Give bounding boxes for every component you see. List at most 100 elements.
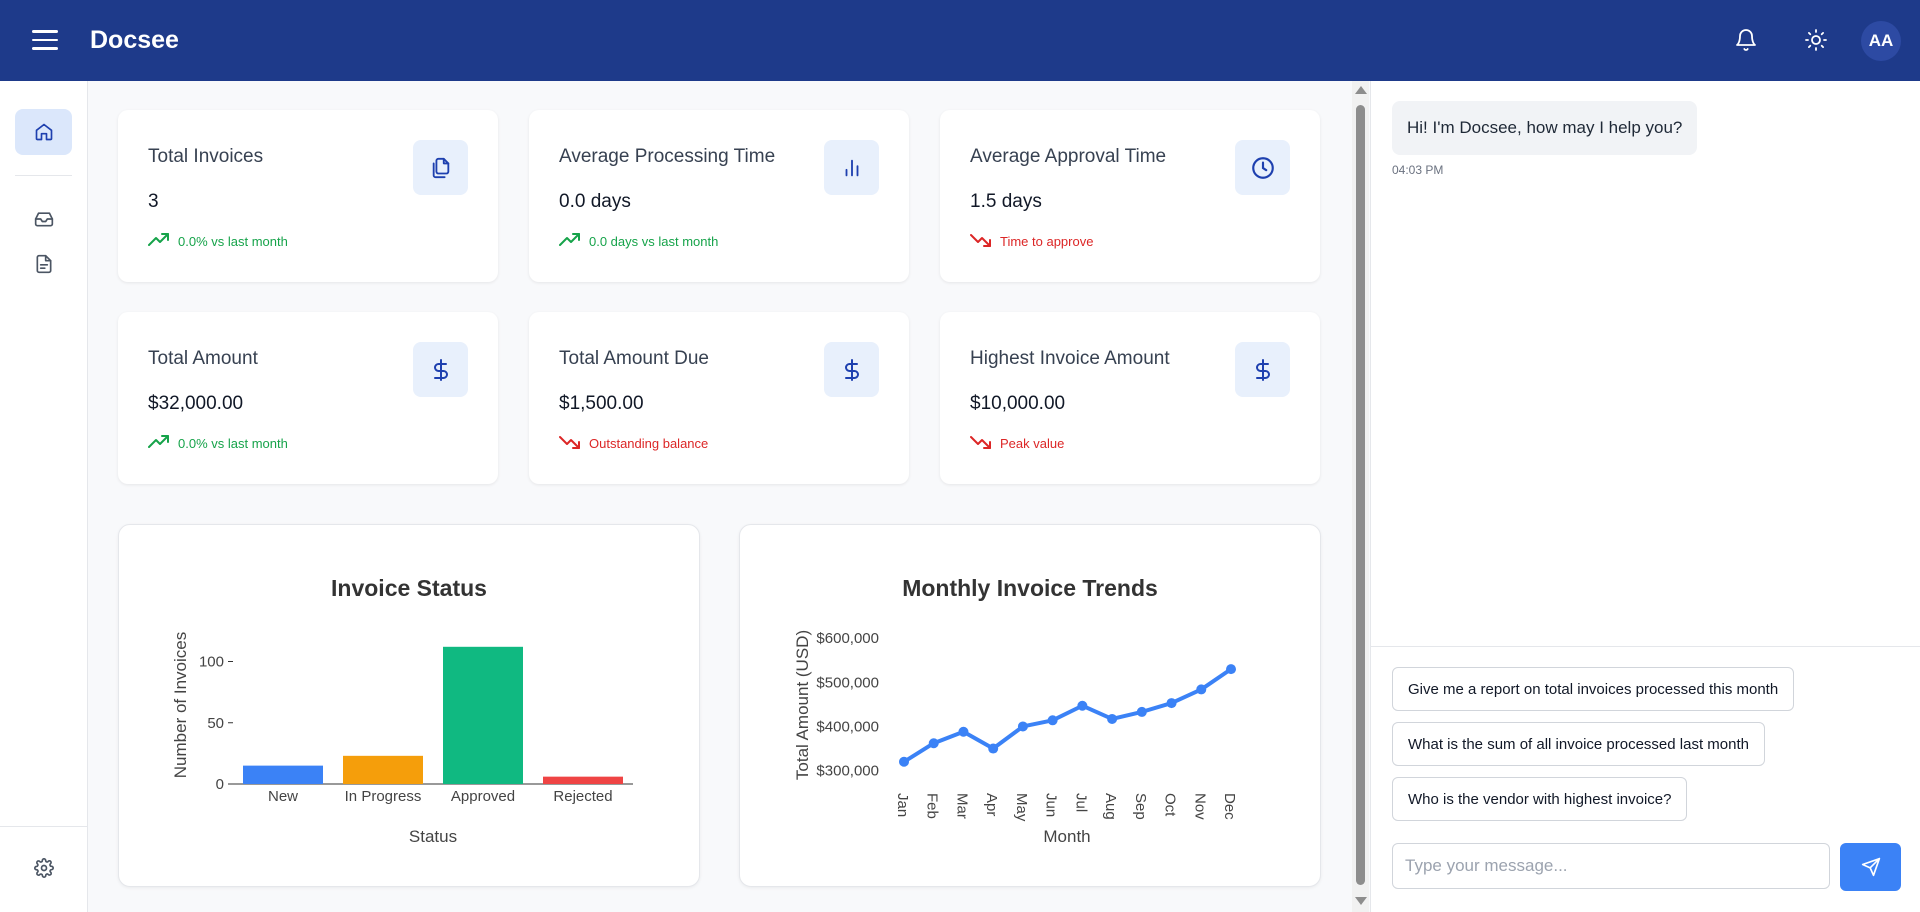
series-line xyxy=(902,667,1233,764)
bell-icon[interactable] xyxy=(1730,24,1762,56)
y-tick-label: $500,000 xyxy=(816,674,879,691)
data-point xyxy=(958,726,969,737)
bar xyxy=(343,755,423,784)
chat-message-bot: Hi! I'm Docsee, how may I help you? xyxy=(1392,101,1698,155)
x-tick-label: New xyxy=(268,788,298,805)
data-point xyxy=(1047,715,1058,726)
data-point xyxy=(988,743,999,754)
kpi-card: Total Amount Due $1,500.00 Outstanding bal… xyxy=(529,312,909,484)
x-tick-label: Approved xyxy=(451,788,515,805)
data-point xyxy=(928,738,939,749)
suggestion-chip[interactable]: Give me a report on total invoices proce… xyxy=(1392,667,1795,711)
x-tick-label: Dec xyxy=(1221,793,1238,820)
trend-up-icon xyxy=(559,233,581,250)
x-tick-label: Rejected xyxy=(553,788,612,805)
kpi-card-title: Average Processing Time xyxy=(559,146,776,167)
x-tick-label: Feb xyxy=(924,793,941,819)
x-axis-label: Month xyxy=(1043,827,1090,846)
y-tick-label: 100 xyxy=(199,654,224,671)
kpi-card-value: 3 xyxy=(148,191,159,212)
y-tick-label: 0 xyxy=(216,776,224,793)
kpi-card-title: Total Amount xyxy=(148,348,258,369)
x-tick-label: Sep xyxy=(1132,793,1149,820)
suggestion-chip[interactable]: Who is the vendor with highest invoice? xyxy=(1392,777,1688,821)
y-tick-label: $600,000 xyxy=(816,630,879,647)
kpi-card: Total Amount $32,000.00 0.0% vs last month xyxy=(118,312,498,484)
dollar-icon xyxy=(824,342,879,397)
chart-title: Monthly Invoice Trends xyxy=(902,575,1158,601)
scroll-down-arrow[interactable] xyxy=(1355,897,1367,905)
send-button[interactable] xyxy=(1840,843,1901,891)
suggestion-chip[interactable]: What is the sum of all invoice processed… xyxy=(1392,722,1765,766)
dollar-icon xyxy=(1235,342,1290,397)
x-tick-label: Mar xyxy=(953,793,970,819)
x-axis-label: Status xyxy=(409,827,457,846)
data-point xyxy=(1136,706,1147,717)
data-point xyxy=(1107,713,1118,724)
monthly-trends-chart: $300,000 $400,000 $500,000 $600,000 Jan Feb Ma… xyxy=(793,630,1238,846)
scroll-thumb[interactable] xyxy=(1356,105,1365,885)
kpi-card-trend: 0.0% vs last month xyxy=(148,435,288,452)
kpi-card-value: $10,000.00 xyxy=(970,393,1066,414)
avatar[interactable]: AA xyxy=(1861,21,1901,61)
gear-icon xyxy=(33,858,54,878)
menu-icon[interactable] xyxy=(32,30,58,50)
dollar-icon xyxy=(413,342,468,397)
bar xyxy=(243,765,323,784)
sidebar-item-documents[interactable] xyxy=(15,241,72,287)
kpi-card-trend: 0.0% vs last month xyxy=(148,233,288,250)
data-point xyxy=(1196,684,1207,695)
kpi-card-trend-label: Peak value xyxy=(1000,436,1065,451)
scroll-up-arrow[interactable] xyxy=(1355,86,1367,94)
send-icon xyxy=(1861,857,1880,877)
scrollbar[interactable] xyxy=(1352,81,1369,912)
x-tick-label: Jan xyxy=(894,793,911,817)
kpi-card: Total Invoices 3 0.0% vs last month xyxy=(118,110,498,282)
kpi-card-title: Total Invoices xyxy=(148,146,264,167)
sun-icon[interactable] xyxy=(1800,24,1832,56)
trend-down-icon xyxy=(559,435,581,452)
kpi-card-trend-label: 0.0 days vs last month xyxy=(589,234,719,249)
monthly-trends-panel: Monthly Invoice Trends $300,000 $400,000 $… xyxy=(739,524,1321,887)
y-axis-label: Total Amount (USD) xyxy=(793,630,812,780)
clock-icon xyxy=(1235,140,1290,195)
files-icon xyxy=(413,140,468,195)
x-tick-label: Oct xyxy=(1162,793,1179,817)
sidebar xyxy=(0,81,88,912)
y-tick-label: 50 xyxy=(207,715,224,732)
invoice-status-panel: Invoice Status 0 50 100 New In Progress Appro… xyxy=(118,524,700,887)
x-tick-label: Apr xyxy=(983,793,1000,816)
kpi-card: Highest Invoice Amount $10,000.00 Peak val… xyxy=(940,312,1320,484)
kpi-card-trend: Outstanding balance xyxy=(559,435,708,452)
kpi-card-title: Average Approval Time xyxy=(970,146,1167,167)
chat-input[interactable] xyxy=(1392,843,1830,889)
sidebar-item-settings[interactable] xyxy=(15,845,72,891)
chat-message-time: 04:03 PM xyxy=(1392,163,1444,177)
x-tick-label: Jun xyxy=(1043,793,1060,817)
kpi-card: Average Approval Time 1.5 days Time to app… xyxy=(940,110,1320,282)
kpi-card-title: Total Amount Due xyxy=(559,348,709,369)
divider xyxy=(0,826,87,827)
trend-up-icon xyxy=(148,435,170,452)
x-tick-label: May xyxy=(1013,793,1030,822)
sidebar-item-home[interactable] xyxy=(15,109,72,155)
data-point xyxy=(1077,700,1088,711)
data-point xyxy=(899,756,909,767)
x-tick-label: In Progress xyxy=(345,788,422,805)
kpi-card-value: 1.5 days xyxy=(970,191,1042,212)
kpi-card-title: Highest Invoice Amount xyxy=(970,348,1170,369)
kpi-card-value: $1,500.00 xyxy=(559,393,644,414)
kpi-card-trend: Peak value xyxy=(970,435,1064,452)
chat-panel: Hi! I'm Docsee, how may I help you? 04:0… xyxy=(1370,81,1920,912)
kpi-card-value: $32,000.00 xyxy=(148,393,244,414)
data-point xyxy=(1166,698,1177,709)
sidebar-item-inbox[interactable] xyxy=(15,196,72,242)
chart-title: Invoice Status xyxy=(331,575,487,601)
document-icon xyxy=(36,254,52,274)
kpi-card-trend-label: 0.0% vs last month xyxy=(178,436,288,451)
trend-down-icon xyxy=(970,233,992,250)
bar xyxy=(543,776,623,784)
x-tick-label: Aug xyxy=(1102,793,1119,820)
bar-chart-icon xyxy=(824,140,879,195)
y-tick-label: $400,000 xyxy=(816,718,879,735)
